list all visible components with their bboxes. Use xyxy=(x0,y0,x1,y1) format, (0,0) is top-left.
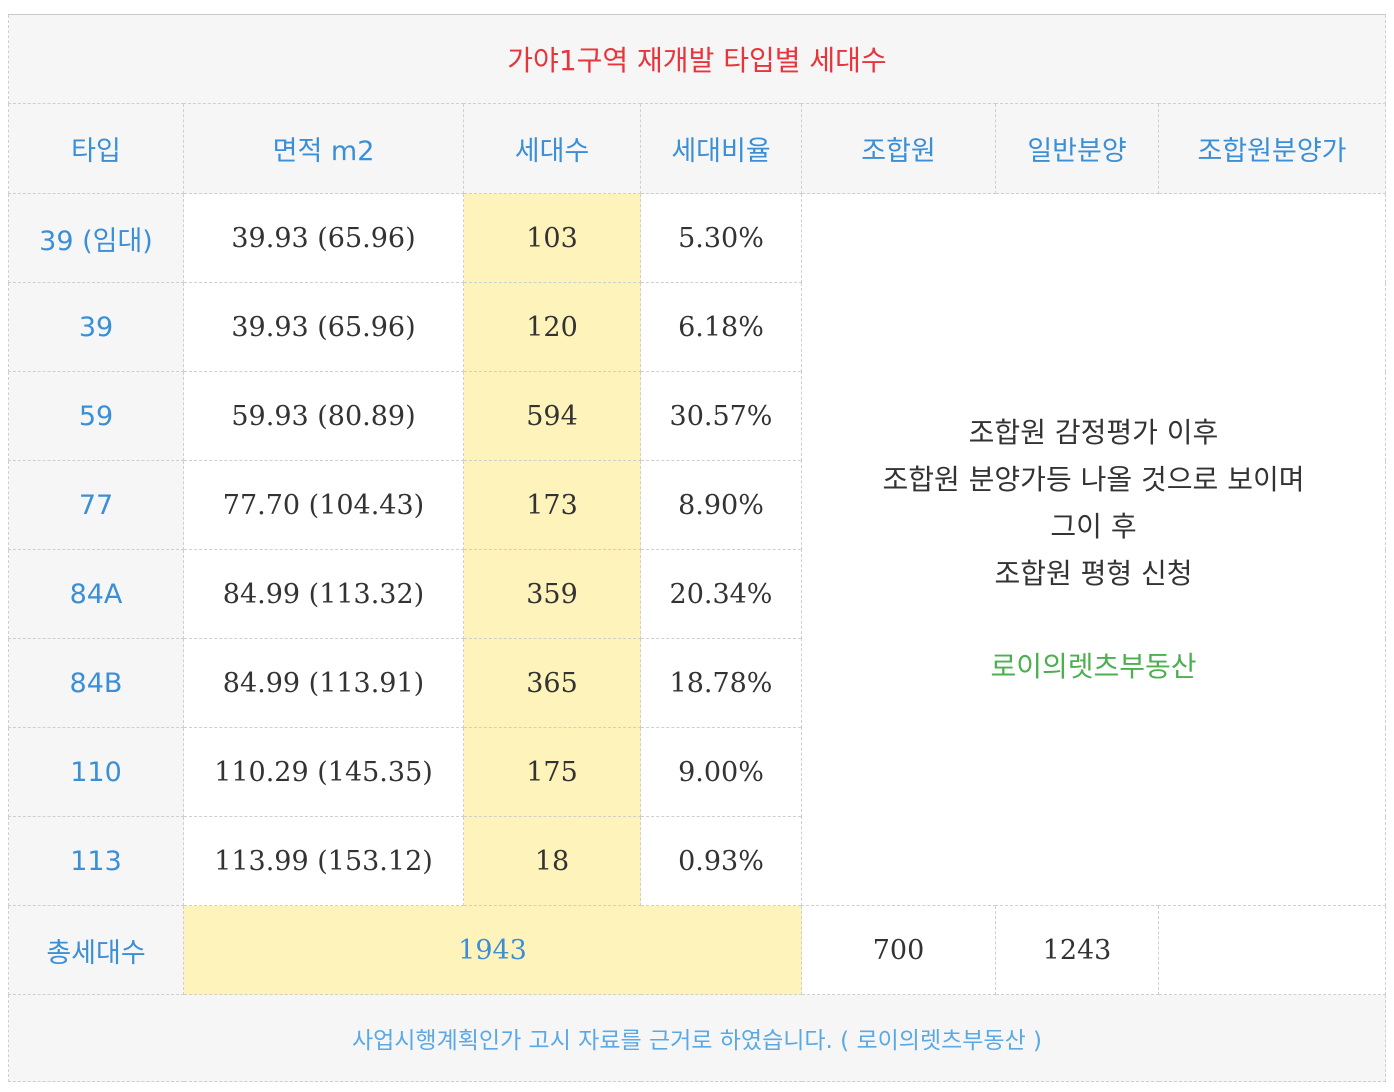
ratio-cell: 0.93% xyxy=(640,816,802,906)
table-row: 59 59.93 (80.89) 594 30.57% xyxy=(8,371,1386,461)
area-cell: 39.93 (65.96) xyxy=(183,282,464,372)
ratio-cell: 6.18% xyxy=(640,282,802,372)
note-line: 조합원 평형 신청 xyxy=(994,557,1193,590)
table-title: 가야1구역 재개발 타입별 세대수 xyxy=(8,14,1386,104)
header-type: 타입 xyxy=(8,103,184,194)
header-households: 세대수 xyxy=(463,103,641,194)
households-cell: 359 xyxy=(463,549,641,639)
table-row: 39 39.93 (65.96) 120 6.18% xyxy=(8,282,1386,372)
total-members: 700 xyxy=(801,905,996,995)
header-member-price: 조합원분양가 xyxy=(1158,103,1386,194)
total-general-sale: 1243 xyxy=(995,905,1159,995)
total-households: 1943 xyxy=(183,905,802,995)
type-cell: 113 xyxy=(8,816,184,906)
header-area: 면적 m2 xyxy=(183,103,464,194)
total-label: 총세대수 xyxy=(8,905,184,995)
households-cell: 103 xyxy=(463,193,641,283)
table-row: 84A 84.99 (113.32) 359 20.34% xyxy=(8,549,1386,639)
households-cell: 365 xyxy=(463,638,641,728)
households-cell: 175 xyxy=(463,727,641,817)
total-member-price xyxy=(1158,905,1386,995)
type-cell: 84A xyxy=(8,549,184,639)
table-row: 84B 84.99 (113.91) 365 18.78% xyxy=(8,638,1386,728)
area-cell: 77.70 (104.43) xyxy=(183,460,464,550)
area-cell: 59.93 (80.89) xyxy=(183,371,464,461)
note-line: 그이 후 xyxy=(1050,510,1137,543)
agent-name: 로이의렛츠부동산 xyxy=(990,650,1197,683)
source-footnote: 사업시행계획인가 고시 자료를 근거로 하였습니다. ( 로이의렛츠부동산 ) xyxy=(8,994,1386,1082)
header-general-sale: 일반분양 xyxy=(995,103,1159,194)
ratio-cell: 8.90% xyxy=(640,460,802,550)
households-cell: 18 xyxy=(463,816,641,906)
households-cell: 173 xyxy=(463,460,641,550)
type-cell: 77 xyxy=(8,460,184,550)
member-note: 조합원 감정평가 이후 조합원 분양가등 나올 것으로 보이며 그이 후 조합원… xyxy=(801,193,1386,906)
type-cell: 59 xyxy=(8,371,184,461)
type-cell: 84B xyxy=(8,638,184,728)
ratio-cell: 5.30% xyxy=(640,193,802,283)
note-line: 조합원 분양가등 나올 것으로 보이며 xyxy=(882,463,1305,496)
note-line: 조합원 감정평가 이후 xyxy=(968,416,1219,449)
ratio-cell: 20.34% xyxy=(640,549,802,639)
household-type-table: 가야1구역 재개발 타입별 세대수 타입 면적 m2 세대수 세대비율 조합원 … xyxy=(8,14,1386,1082)
ratio-cell: 18.78% xyxy=(640,638,802,728)
table-row: 113 113.99 (153.12) 18 0.93% xyxy=(8,816,1386,906)
households-cell: 594 xyxy=(463,371,641,461)
area-cell: 113.99 (153.12) xyxy=(183,816,464,906)
area-cell: 39.93 (65.96) xyxy=(183,193,464,283)
table-row: 39 (임대) 39.93 (65.96) 103 5.30% 조합원 감정평가… xyxy=(8,193,1386,906)
area-cell: 84.99 (113.91) xyxy=(183,638,464,728)
type-cell: 39 xyxy=(8,282,184,372)
total-row: 총세대수 1943 700 1243 xyxy=(8,905,1386,995)
type-cell: 110 xyxy=(8,727,184,817)
ratio-cell: 9.00% xyxy=(640,727,802,817)
households-cell: 120 xyxy=(463,282,641,372)
type-cell: 39 (임대) xyxy=(8,193,184,283)
table-row: 110 110.29 (145.35) 175 9.00% xyxy=(8,727,1386,817)
area-cell: 84.99 (113.32) xyxy=(183,549,464,639)
header-members: 조합원 xyxy=(801,103,996,194)
area-cell: 110.29 (145.35) xyxy=(183,727,464,817)
header-ratio: 세대비율 xyxy=(640,103,802,194)
ratio-cell: 30.57% xyxy=(640,371,802,461)
